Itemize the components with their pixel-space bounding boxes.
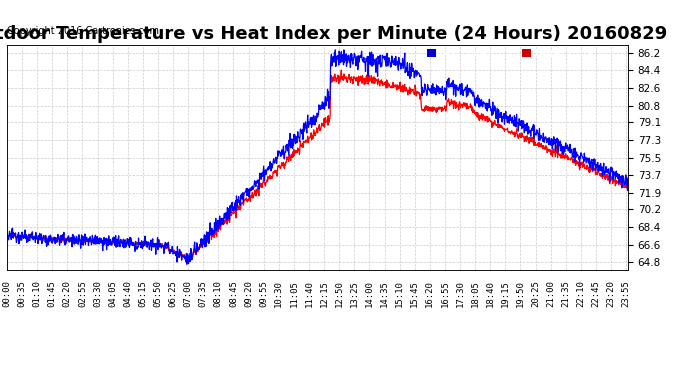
Title: Outdoor Temperature vs Heat Index per Minute (24 Hours) 20160829: Outdoor Temperature vs Heat Index per Mi…: [0, 26, 667, 44]
Legend: Heat Index (°F), Temperature (°F): Heat Index (°F), Temperature (°F): [424, 45, 623, 62]
Text: Copyright 2016 Cartronics.com: Copyright 2016 Cartronics.com: [7, 26, 159, 36]
